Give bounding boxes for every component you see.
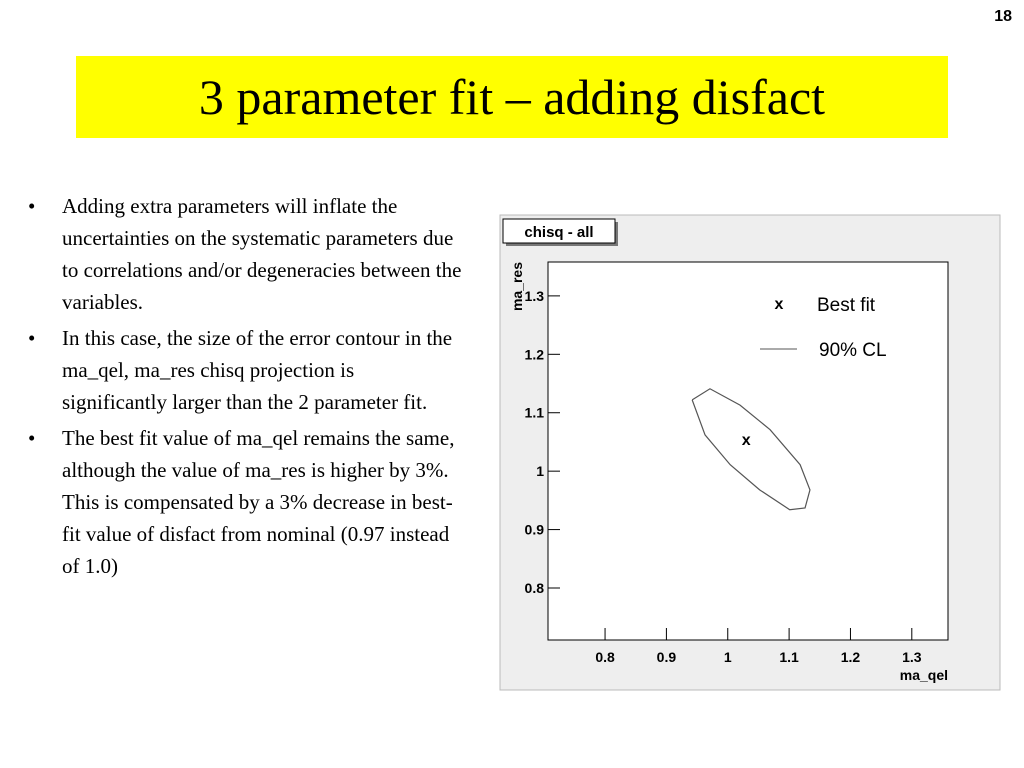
- slide-title: 3 parameter fit – adding disfact: [76, 56, 948, 138]
- page-number: 18: [994, 8, 1012, 25]
- x-tick-label: 0.9: [657, 649, 677, 665]
- contour-line: [691, 388, 811, 511]
- bullet: The best fit value of ma_qel remains the…: [28, 422, 462, 582]
- y-tick-label: 0.9: [525, 522, 545, 538]
- x-tick-label: 1.1: [779, 649, 799, 665]
- best-fit-marker: x: [742, 432, 751, 449]
- x-tick-label: 1.3: [902, 649, 922, 665]
- y-tick-label: 0.8: [525, 580, 545, 596]
- bullet: In this case, the size of the error cont…: [28, 322, 462, 418]
- bullet-list: Adding extra parameters will inflate the…: [28, 190, 468, 586]
- legend-label: Best fit: [817, 295, 876, 316]
- title-box: [502, 218, 616, 244]
- legend-label: 90% CL: [819, 340, 887, 361]
- y-tick-label: 1.1: [525, 405, 545, 421]
- plot-frame: [547, 261, 949, 641]
- legend-marker: x: [775, 296, 784, 313]
- y-tick-label: 1.2: [525, 346, 545, 362]
- x-tick-label: 1: [724, 649, 732, 665]
- x-tick-label: 0.8: [595, 649, 615, 665]
- y-tick-label: 1.3: [525, 288, 545, 304]
- bullet: Adding extra parameters will inflate the…: [28, 190, 462, 318]
- x-axis-label: ma_qel: [900, 667, 948, 683]
- y-axis-label: ma_res: [509, 262, 525, 311]
- chart-title: chisq - all: [524, 224, 593, 241]
- x-tick-label: 1.2: [841, 649, 861, 665]
- y-tick-label: 1: [536, 463, 544, 479]
